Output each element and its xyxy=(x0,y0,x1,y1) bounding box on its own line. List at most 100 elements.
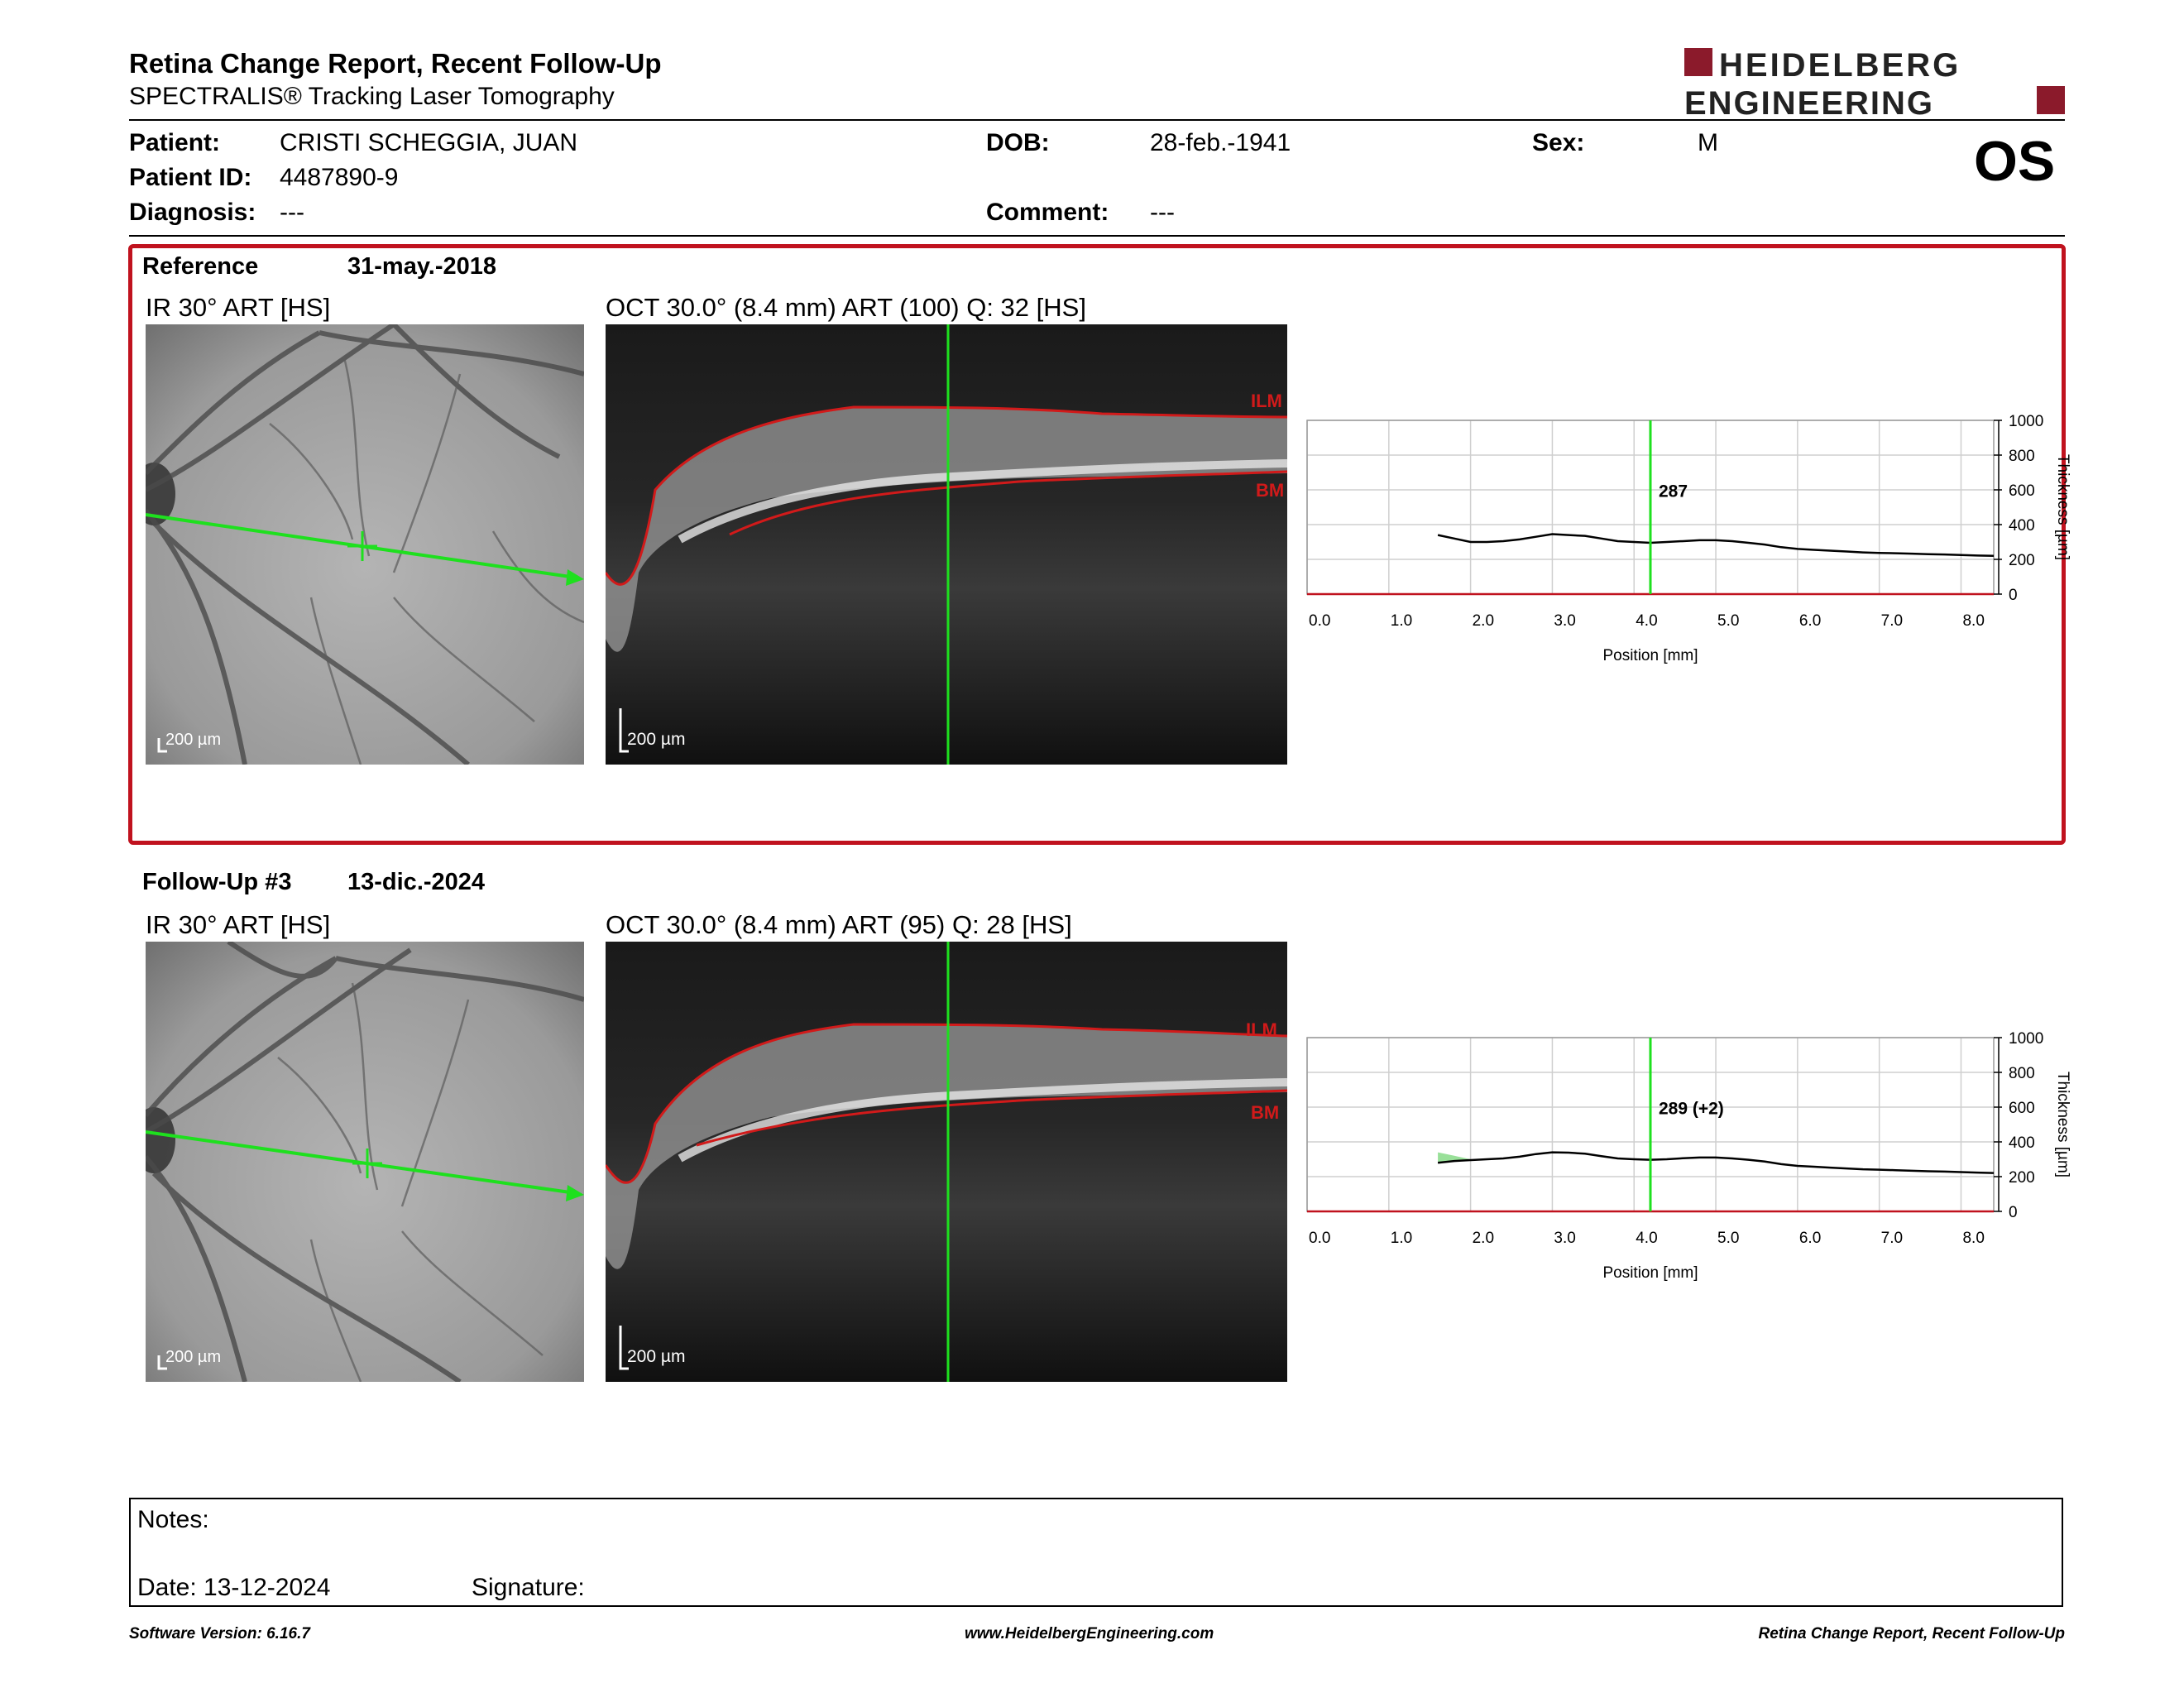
x-tick-label: 6.0 xyxy=(1799,612,1821,630)
marker-thickness-label: 287 xyxy=(1659,482,1688,501)
fovea-crosshair xyxy=(347,531,377,561)
signature-label: Signature: xyxy=(472,1574,585,1601)
followup-oct-label: OCT 30.0° (8.4 mm) ART (95) Q: 28 [HS] xyxy=(606,910,1072,939)
fovea-crosshair xyxy=(352,1149,382,1178)
x-tick-label: 0.0 xyxy=(1309,612,1330,630)
software-version: Software Version: 6.16.7 xyxy=(129,1625,310,1642)
sex-label: Sex: xyxy=(1532,129,1585,156)
x-tick-label: 1.0 xyxy=(1391,612,1412,630)
svg-text:HEIDELBERG: HEIDELBERG xyxy=(1719,47,1961,84)
x-tick-label: 5.0 xyxy=(1717,612,1739,630)
x-tick-label: 7.0 xyxy=(1881,612,1903,630)
followup-date: 13-dic.-2024 xyxy=(347,869,486,895)
y-tick-label: 600 xyxy=(2009,1100,2035,1117)
small-vessels xyxy=(269,357,584,765)
reference-ir-label: IR 30° ART [HS] xyxy=(146,293,331,322)
reference-oct-bscan-image[interactable]: ILM BM 200 µm xyxy=(606,324,1287,765)
patient-id-label: Patient ID: xyxy=(129,164,252,191)
retinal-vessels xyxy=(146,942,584,1382)
x-tick-label: 6.0 xyxy=(1799,1230,1821,1247)
reference-oct-label: OCT 30.0° (8.4 mm) ART (100) Q: 32 [HS] xyxy=(606,293,1086,322)
x-tick-label: 4.0 xyxy=(1636,612,1657,630)
rpe-band xyxy=(678,1078,1287,1163)
ir-scale-bar: 200 µm xyxy=(165,731,221,749)
y-tick-label: 0 xyxy=(2009,587,2018,604)
y-tick-label: 800 xyxy=(2009,448,2035,465)
notes-label: Notes: xyxy=(137,1506,209,1533)
optic-disc xyxy=(146,1107,175,1173)
notes-box[interactable]: Notes: Date: 13-12-2024 Signature: xyxy=(129,1498,2063,1607)
x-tick-label: 1.0 xyxy=(1391,1230,1412,1247)
y-tick-label: 1000 xyxy=(2009,1030,2043,1048)
oct-scale-bar: 200 µm xyxy=(627,1347,685,1366)
y-tick-label: 600 xyxy=(2009,482,2035,500)
thickness-series-line xyxy=(1437,533,1995,558)
scan-direction-arrow xyxy=(566,569,584,586)
ilm-label: ILM xyxy=(1246,1019,1277,1040)
comment-label: Comment: xyxy=(986,199,1109,226)
x-tick-label: 8.0 xyxy=(1962,1230,1984,1247)
y-tick-label: 200 xyxy=(2009,1169,2035,1187)
y-tick-label: 400 xyxy=(2009,1134,2035,1152)
patient-name: CRISTI SCHEGGIA, JUAN xyxy=(280,129,578,156)
reference-section-frame xyxy=(128,244,2066,845)
x-tick-label: 7.0 xyxy=(1881,1230,1903,1247)
bm-label: BM xyxy=(1256,480,1284,501)
sex-value: M xyxy=(1698,129,1718,156)
y-axis-label: Thickness [µm] xyxy=(2054,1072,2071,1177)
footer-report-name: Retina Change Report, Recent Follow-Up xyxy=(1758,1625,2065,1642)
x-axis-label: Position [mm] xyxy=(1602,1264,1698,1282)
comment-value: --- xyxy=(1150,199,1175,226)
x-tick-label: 3.0 xyxy=(1554,612,1575,630)
patient-divider xyxy=(129,235,2065,237)
followup-thickness-chart: 0.0 1.0 2.0 3.0 4.0 5.0 6.0 7.0 8.0 0 200 400 600 800… xyxy=(1306,1030,2071,1282)
x-tick-label: 2.0 xyxy=(1473,1230,1494,1247)
reference-thickness-chart: 0.0 1.0 2.0 3.0 4.0 5.0 6.0 7.0 8.0 0 200 400 600 800… xyxy=(1306,413,2071,664)
retinal-vessels xyxy=(146,324,584,765)
y-tick-label: 400 xyxy=(2009,517,2035,535)
report-title: Retina Change Report, Recent Follow-Up xyxy=(129,48,662,79)
patient-id-value: 4487890-9 xyxy=(280,164,399,191)
followup-ir-fundus-image[interactable]: 200 µm xyxy=(146,942,584,1382)
reference-label: Reference xyxy=(142,253,259,280)
x-tick-label: 8.0 xyxy=(1962,612,1984,630)
report-subtitle: SPECTRALIS® Tracking Laser Tomography xyxy=(129,83,615,110)
ilm-segmentation xyxy=(606,405,1287,586)
rpe-band xyxy=(678,459,1287,544)
followup-oct-bscan-image[interactable]: ILM BM 200 µm xyxy=(606,942,1287,1382)
followup-ir-label: IR 30° ART [HS] xyxy=(146,910,331,939)
heidelberg-logo: HEIDELBERG ENGINEERING xyxy=(1684,47,2065,117)
diagnosis-value: --- xyxy=(280,199,304,226)
x-tick-label: 5.0 xyxy=(1717,1230,1739,1247)
x-tick-label: 0.0 xyxy=(1309,1230,1330,1247)
y-tick-label: 1000 xyxy=(2009,413,2043,430)
dob-label: DOB: xyxy=(986,129,1050,156)
eye-indicator: OS xyxy=(1974,130,2056,193)
ilm-label: ILM xyxy=(1251,391,1282,411)
reference-date: 31-may.-2018 xyxy=(347,253,497,280)
website-link[interactable]: www.HeidelbergEngineering.com xyxy=(965,1625,1214,1642)
x-axis-label: Position [mm] xyxy=(1602,647,1698,664)
followup-label: Follow-Up #3 xyxy=(142,869,292,895)
ir-scale-bar: 200 µm xyxy=(165,1348,221,1366)
date-label: Date: 13-12-2024 xyxy=(137,1574,331,1601)
svg-text:ENGINEERING: ENGINEERING xyxy=(1684,85,1934,117)
x-tick-label: 4.0 xyxy=(1636,1230,1657,1247)
thickness-series-line xyxy=(1437,1151,1995,1174)
header-divider xyxy=(129,119,2065,121)
y-tick-label: 200 xyxy=(2009,552,2035,569)
small-vessels xyxy=(277,982,544,1382)
bm-label: BM xyxy=(1251,1102,1279,1123)
diagnosis-label: Diagnosis: xyxy=(129,199,256,226)
patient-label: Patient: xyxy=(129,129,221,156)
y-tick-label: 800 xyxy=(2009,1065,2035,1082)
reference-ir-fundus-image[interactable]: 200 µm xyxy=(146,324,584,765)
x-tick-label: 3.0 xyxy=(1554,1230,1575,1247)
x-tick-label: 2.0 xyxy=(1473,612,1494,630)
y-axis-label: Thickness [µm] xyxy=(2054,454,2071,560)
oct-scale-bar: 200 µm xyxy=(627,730,685,749)
ilm-segmentation xyxy=(606,1023,1287,1184)
dob-value: 28-feb.-1941 xyxy=(1150,129,1291,156)
y-tick-label: 0 xyxy=(2009,1204,2018,1221)
scan-direction-arrow xyxy=(566,1185,584,1201)
